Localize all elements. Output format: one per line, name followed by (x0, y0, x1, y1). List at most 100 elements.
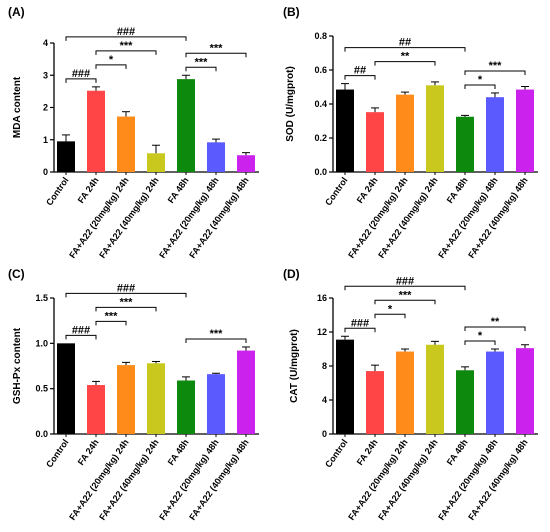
category-label: FA+A22 (20mg/kg) 24h (346, 437, 409, 522)
significance-label: ### (72, 68, 90, 80)
significance-label: ** (401, 51, 410, 63)
bar (456, 117, 474, 172)
y-axis-label: CAT (U/mgprot) (289, 329, 300, 403)
y-tick-label: 0 (322, 429, 327, 439)
chart-panel-3: (C) GSH-Px content 0.0 0.5 1.0 1.5 Control FA 2… (8, 267, 259, 522)
bar (516, 348, 534, 434)
significance-label: *** (210, 328, 224, 340)
significance-label: ### (351, 317, 369, 329)
category-label: FA+A22 (40mg/kg) 24h (376, 175, 439, 260)
bar (426, 345, 444, 434)
significance-label: * (478, 74, 483, 86)
category-label: FA 48h (166, 437, 191, 467)
bar (117, 117, 135, 172)
bar (336, 340, 354, 434)
significance-label: ** (491, 316, 500, 328)
category-label: FA+A22 (40mg/kg) 24h (97, 175, 160, 260)
y-tick-label: 3 (43, 70, 48, 80)
category-label: FA+A22 (40mg/kg) 24h (97, 437, 160, 522)
significance-label: *** (489, 60, 503, 72)
significance-label: *** (120, 296, 134, 308)
significance-label: ## (399, 37, 411, 49)
bar (57, 343, 75, 434)
y-tick-label: 4 (43, 38, 48, 48)
y-tick-label: 1.0 (35, 338, 48, 348)
panel-label: (B) (283, 5, 300, 19)
category-label: FA+A22 (40mg/kg) 48h (187, 437, 250, 522)
y-tick-label: 16 (317, 293, 327, 303)
category-label: FA 24h (76, 175, 101, 205)
bar (486, 352, 504, 434)
bar (486, 97, 504, 172)
significance-label: *** (210, 42, 224, 54)
y-tick-label: 2 (43, 103, 48, 113)
significance-label: *** (195, 56, 209, 68)
category-label: FA+A22 (20mg/kg) 48h (157, 175, 220, 260)
bar (87, 385, 105, 434)
significance-label: ### (396, 275, 414, 287)
bar (237, 351, 255, 434)
category-label: Control (44, 175, 71, 207)
bar (147, 153, 165, 172)
bar (147, 363, 165, 434)
panel-label: (C) (8, 267, 25, 281)
category-label: Control (44, 437, 71, 469)
y-tick-label: 0.2 (314, 133, 327, 143)
category-label: FA 24h (76, 437, 101, 467)
category-label: FA+A22 (20mg/kg) 24h (346, 175, 409, 260)
significance-label: * (109, 54, 114, 66)
bar (207, 374, 225, 434)
bar (237, 155, 255, 172)
bar (426, 85, 444, 172)
significance-label: ### (72, 324, 90, 336)
significance-label: *** (120, 40, 134, 52)
bar (177, 79, 195, 172)
significance-label: *** (399, 289, 413, 301)
y-tick-label: 12 (317, 327, 327, 337)
bar (87, 91, 105, 172)
category-label: FA 48h (445, 175, 470, 205)
category-label: FA+A22 (20mg/kg) 48h (436, 175, 499, 260)
significance-label: ### (117, 282, 135, 294)
category-label: FA+A22 (40mg/kg) 48h (466, 175, 529, 260)
y-tick-label: 0 (43, 167, 48, 177)
y-tick-label: 0.8 (314, 31, 327, 41)
y-tick-label: 4 (322, 395, 327, 405)
significance-label: *** (105, 310, 119, 322)
category-label: FA+A22 (40mg/kg) 24h (376, 437, 439, 522)
category-label: FA 48h (445, 437, 470, 467)
category-label: FA 48h (166, 175, 191, 205)
bar (396, 352, 414, 434)
significance-label: ## (354, 65, 366, 77)
y-axis-label: SOD (U/mgprot) (285, 66, 296, 142)
category-label: FA+A22 (20mg/kg) 48h (157, 437, 220, 522)
bar (336, 90, 354, 172)
significance-label: * (388, 303, 393, 315)
bar (396, 95, 414, 172)
y-tick-label: 0.0 (35, 429, 48, 439)
panel-label: (D) (283, 267, 300, 281)
category-label: Control (323, 175, 350, 207)
category-label: FA+A22 (40mg/kg) 48h (466, 437, 529, 522)
significance-label: ### (117, 26, 135, 38)
bar (366, 112, 384, 172)
category-label: FA 24h (355, 437, 380, 467)
category-label: FA+A22 (40mg/kg) 48h (187, 175, 250, 260)
significance-label: * (478, 330, 483, 342)
panel-label: (A) (8, 5, 25, 19)
y-tick-label: 0.0 (314, 167, 327, 177)
y-tick-label: 0.5 (35, 384, 48, 394)
bar (456, 370, 474, 434)
category-label: Control (323, 437, 350, 469)
bar (207, 142, 225, 172)
category-label: FA+A22 (20mg/kg) 24h (67, 437, 130, 522)
y-tick-label: 8 (322, 361, 327, 371)
bar (516, 90, 534, 172)
y-axis-label: MDA content (12, 76, 23, 138)
bar (57, 141, 75, 172)
bar (366, 371, 384, 434)
y-tick-label: 0.6 (314, 65, 327, 75)
